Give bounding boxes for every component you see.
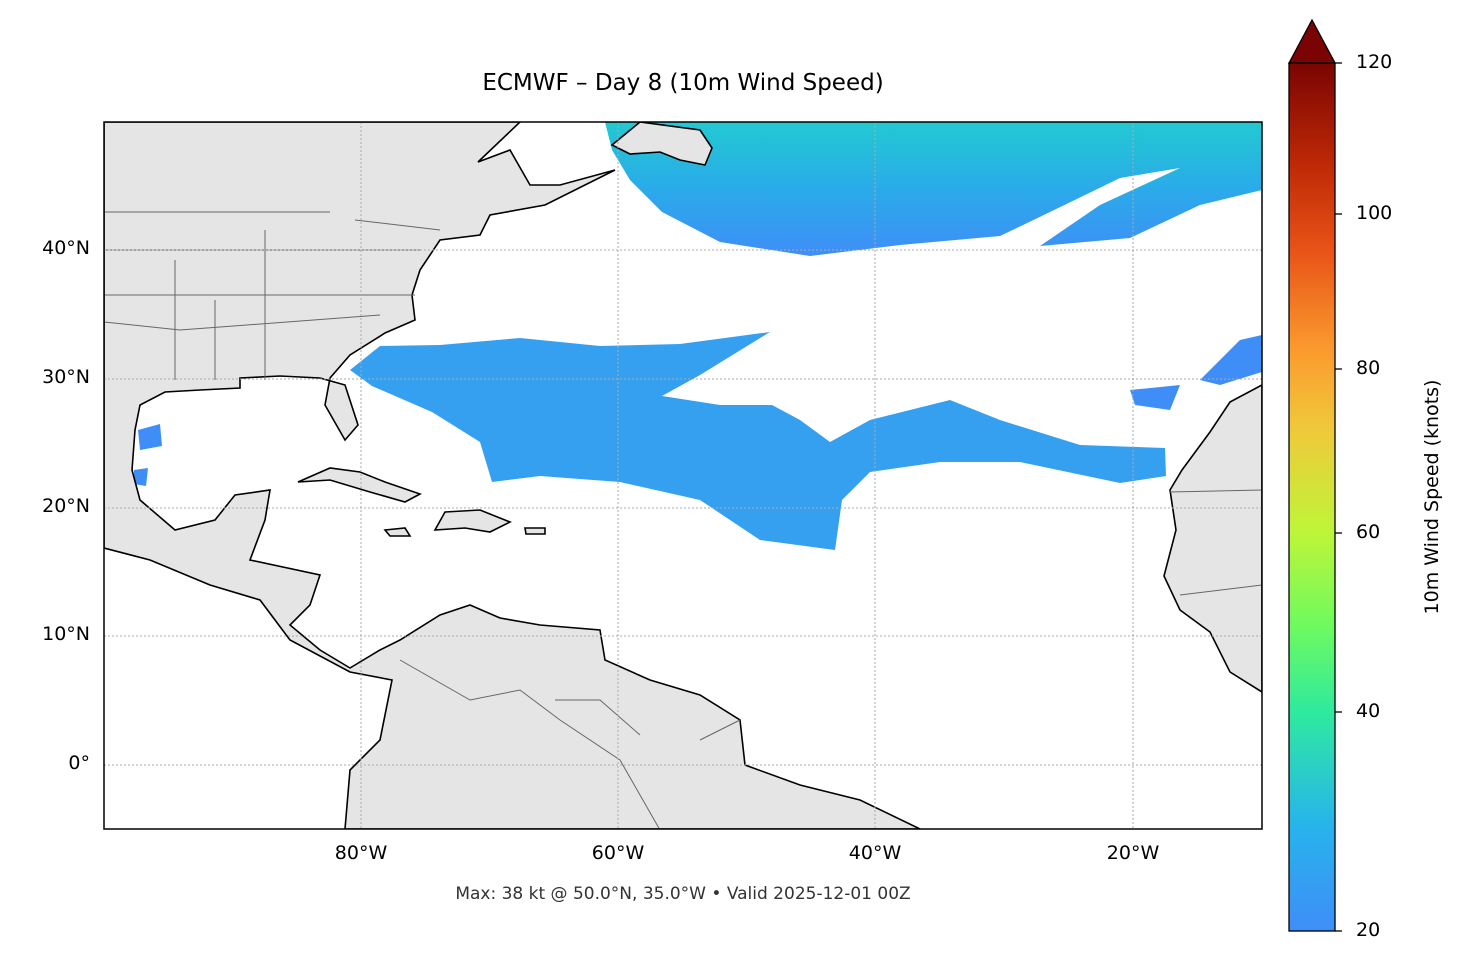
map-title: ECMWF – Day 8 (10m Wind Speed)	[482, 70, 884, 96]
wind-field-east	[1130, 335, 1262, 410]
lon-label: 20°W	[1106, 842, 1160, 864]
colorbar-label: 10m Wind Speed (knots)	[1421, 379, 1443, 615]
colorbar	[1288, 62, 1336, 932]
lat-label: 30°N	[42, 366, 90, 388]
lat-label: 10°N	[42, 623, 90, 645]
colorbar-tick-label: 120	[1356, 51, 1393, 73]
lon-label: 40°W	[848, 842, 902, 864]
wind-field-gulf	[134, 424, 162, 486]
colorbar-tick-label: 80	[1356, 357, 1381, 379]
wind-field-north	[605, 122, 1262, 256]
land-africa	[1163, 384, 1262, 693]
land-cuba	[297, 467, 422, 503]
lon-label: 60°W	[591, 842, 645, 864]
footer-info: Max: 38 kt @ 50.0°N, 35.0°W • Valid 2025…	[455, 884, 911, 904]
land-puerto-rico	[524, 527, 546, 535]
lat-label: 40°N	[42, 237, 90, 259]
wind-field-south	[350, 332, 1166, 550]
land-jamaica	[383, 527, 412, 537]
colorbar-tick-label: 100	[1356, 202, 1393, 224]
land-hispaniola	[433, 509, 512, 533]
colorbar-extend-arrow	[1287, 18, 1337, 64]
lat-label: 20°N	[42, 495, 90, 517]
gridlines	[104, 122, 1262, 829]
colorbar-tick-label: 40	[1356, 700, 1381, 722]
colorbar-tick-label: 20	[1356, 919, 1381, 941]
lon-label: 80°W	[334, 842, 388, 864]
land-americas	[104, 122, 921, 829]
colorbar-ticks	[1335, 62, 1342, 932]
map-frame	[103, 121, 1263, 830]
lat-label: 0°	[68, 752, 90, 774]
colorbar-tick-label: 60	[1356, 521, 1381, 543]
